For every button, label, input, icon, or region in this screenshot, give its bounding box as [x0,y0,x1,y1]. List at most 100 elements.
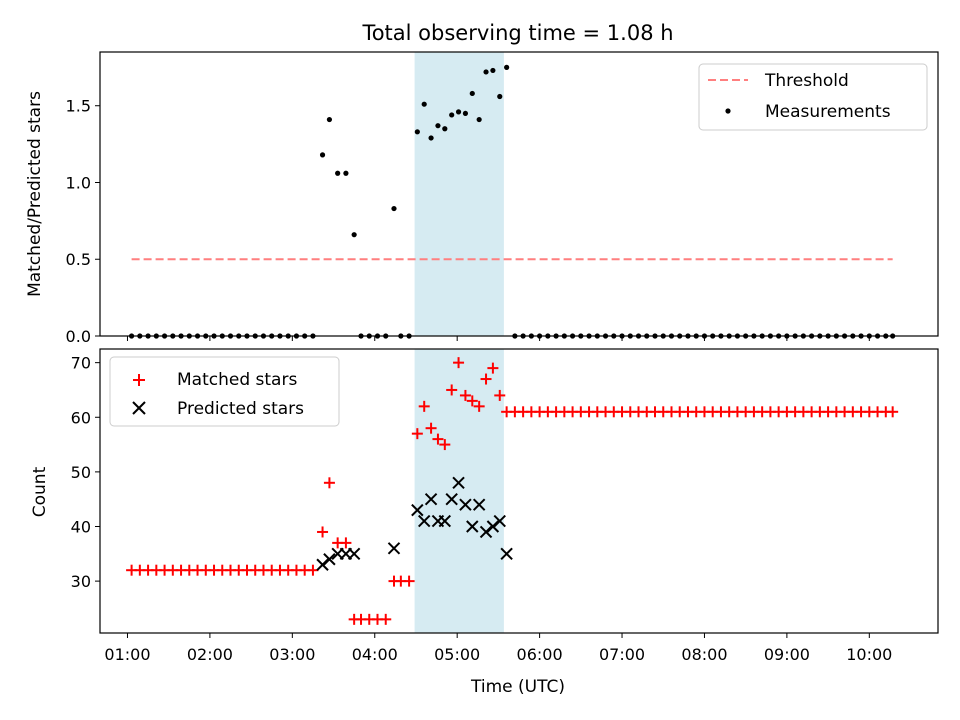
matched-star-point [307,564,319,576]
measurement-point [343,170,349,176]
matched-star-point [340,537,352,549]
matched-star-point [446,384,458,396]
legend-measurements-swatch [725,108,731,114]
x-tick-label: 06:00 [517,645,563,664]
matched-star-point [425,422,437,434]
matched-star-point [473,400,485,412]
measurement-point [442,126,448,132]
x-tick-label: 02:00 [187,645,233,664]
legend-matched-label: Matched stars [177,370,297,390]
measurement-point [414,129,420,135]
matched-star-point [439,439,451,451]
chart-title: Total observing time = 1.08 h [361,21,673,45]
predicted-star-point [472,498,486,511]
top-y-tick-label: 1.5 [66,97,91,116]
predicted-star-point [387,542,401,555]
measurement-point [351,232,357,238]
matched-star-point [494,389,506,401]
top-y-ticks: 0.0 0.5 1.0 1.5 [66,97,100,346]
bottom-y-tick-label: 40 [71,518,91,537]
legend-matched-swatch [133,374,145,386]
bottom-x-ticks: 01:00 02:00 03:00 04:00 05:00 06:00 07:00 08:00… [104,633,892,664]
matched-star-point [317,526,329,538]
bottom-y-tick-label: 50 [71,463,91,482]
predicted-star-point [459,498,472,511]
measurement-point [476,116,482,123]
bottom-legend-box [109,356,340,427]
measurement-point [391,205,397,212]
x-tick-label: 01:00 [104,645,150,664]
legend-threshold-label: Threshold [764,71,849,91]
measurement-point [335,170,341,176]
top-axes-frame [99,51,939,337]
bottom-y-tick-label: 70 [71,354,91,373]
predicted-star-point [418,514,431,528]
x-tick-label: 08:00 [681,645,727,664]
x-axis-label: Time (UTC) [470,677,565,697]
top-panel: 0.0 0.5 1.0 1.5 Matched/Predicted stars Thr… [25,51,939,346]
top-shaded-interval [414,52,504,336]
x-tick-label: 09:00 [764,645,810,664]
matched-star-points [126,357,899,625]
measurement-point [435,123,441,129]
measurement-point [428,135,434,141]
predicted-star-point [347,547,361,561]
measurement-point [319,152,326,158]
matched-star-point [480,373,492,385]
bottom-legend: Matched stars Predicted stars [109,356,340,427]
measurement-point [326,116,333,123]
top-y-tick-label: 0.0 [66,327,91,346]
matched-star-point [418,400,430,412]
bottom-y-tick-label: 30 [71,572,91,591]
legend-measurements-label: Measurements [765,102,891,122]
top-y-axis-label: Matched/Predicted stars [25,91,45,297]
x-tick-label: 05:00 [434,645,480,664]
bottom-axes-frame [99,348,939,634]
matched-star-point [403,575,415,587]
predicted-star-point [500,547,513,561]
predicted-star-point [438,514,452,528]
predicted-star-point [493,514,506,528]
matched-star-point [887,406,899,418]
measurement-point [497,93,503,100]
matched-star-point [323,477,335,489]
bottom-shaded-interval [414,349,504,633]
measurement-point [455,109,462,115]
top-y-tick-label: 0.5 [66,250,91,269]
predicted-star-point [323,553,336,566]
measurement-point [421,101,427,107]
matched-star-point [432,433,444,445]
measurement-point [483,69,489,75]
measurement-point [469,90,475,97]
matched-star-point [453,357,465,369]
matched-star-point [380,613,392,625]
predicted-star-points [316,476,513,571]
bottom-y-ticks: 30 40 50 60 70 [71,354,100,591]
predicted-star-point [466,520,479,533]
measurement-point [490,67,496,74]
predicted-star-point [424,492,438,506]
matched-star-point [459,389,471,401]
matched-star-point [487,362,499,374]
bottom-y-axis-label: Count [30,466,50,517]
x-tick-label: 04:00 [352,645,398,664]
x-tick-label: 10:00 [846,645,892,664]
measurement-point [449,112,455,118]
x-tick-label: 03:00 [269,645,315,664]
top-legend-box [698,63,928,131]
predicted-star-point [411,503,424,517]
bottom-y-tick-label: 60 [71,408,91,427]
matched-star-point [411,428,423,440]
predicted-star-point [452,476,465,490]
top-y-tick-label: 1.0 [66,173,91,192]
predicted-star-point [445,492,458,506]
legend-predicted-label: Predicted stars [177,399,304,419]
top-legend: Threshold Measurements [698,63,928,131]
x-tick-label: 07:00 [599,645,645,664]
bottom-panel: 30 40 50 60 70 01:00 02:00 03:00 04:00 05:00 06:0… [30,348,939,697]
legend-predicted-swatch [132,401,146,415]
matched-star-point [466,395,478,407]
measurement-point [462,110,469,117]
measurement-point [504,64,510,70]
